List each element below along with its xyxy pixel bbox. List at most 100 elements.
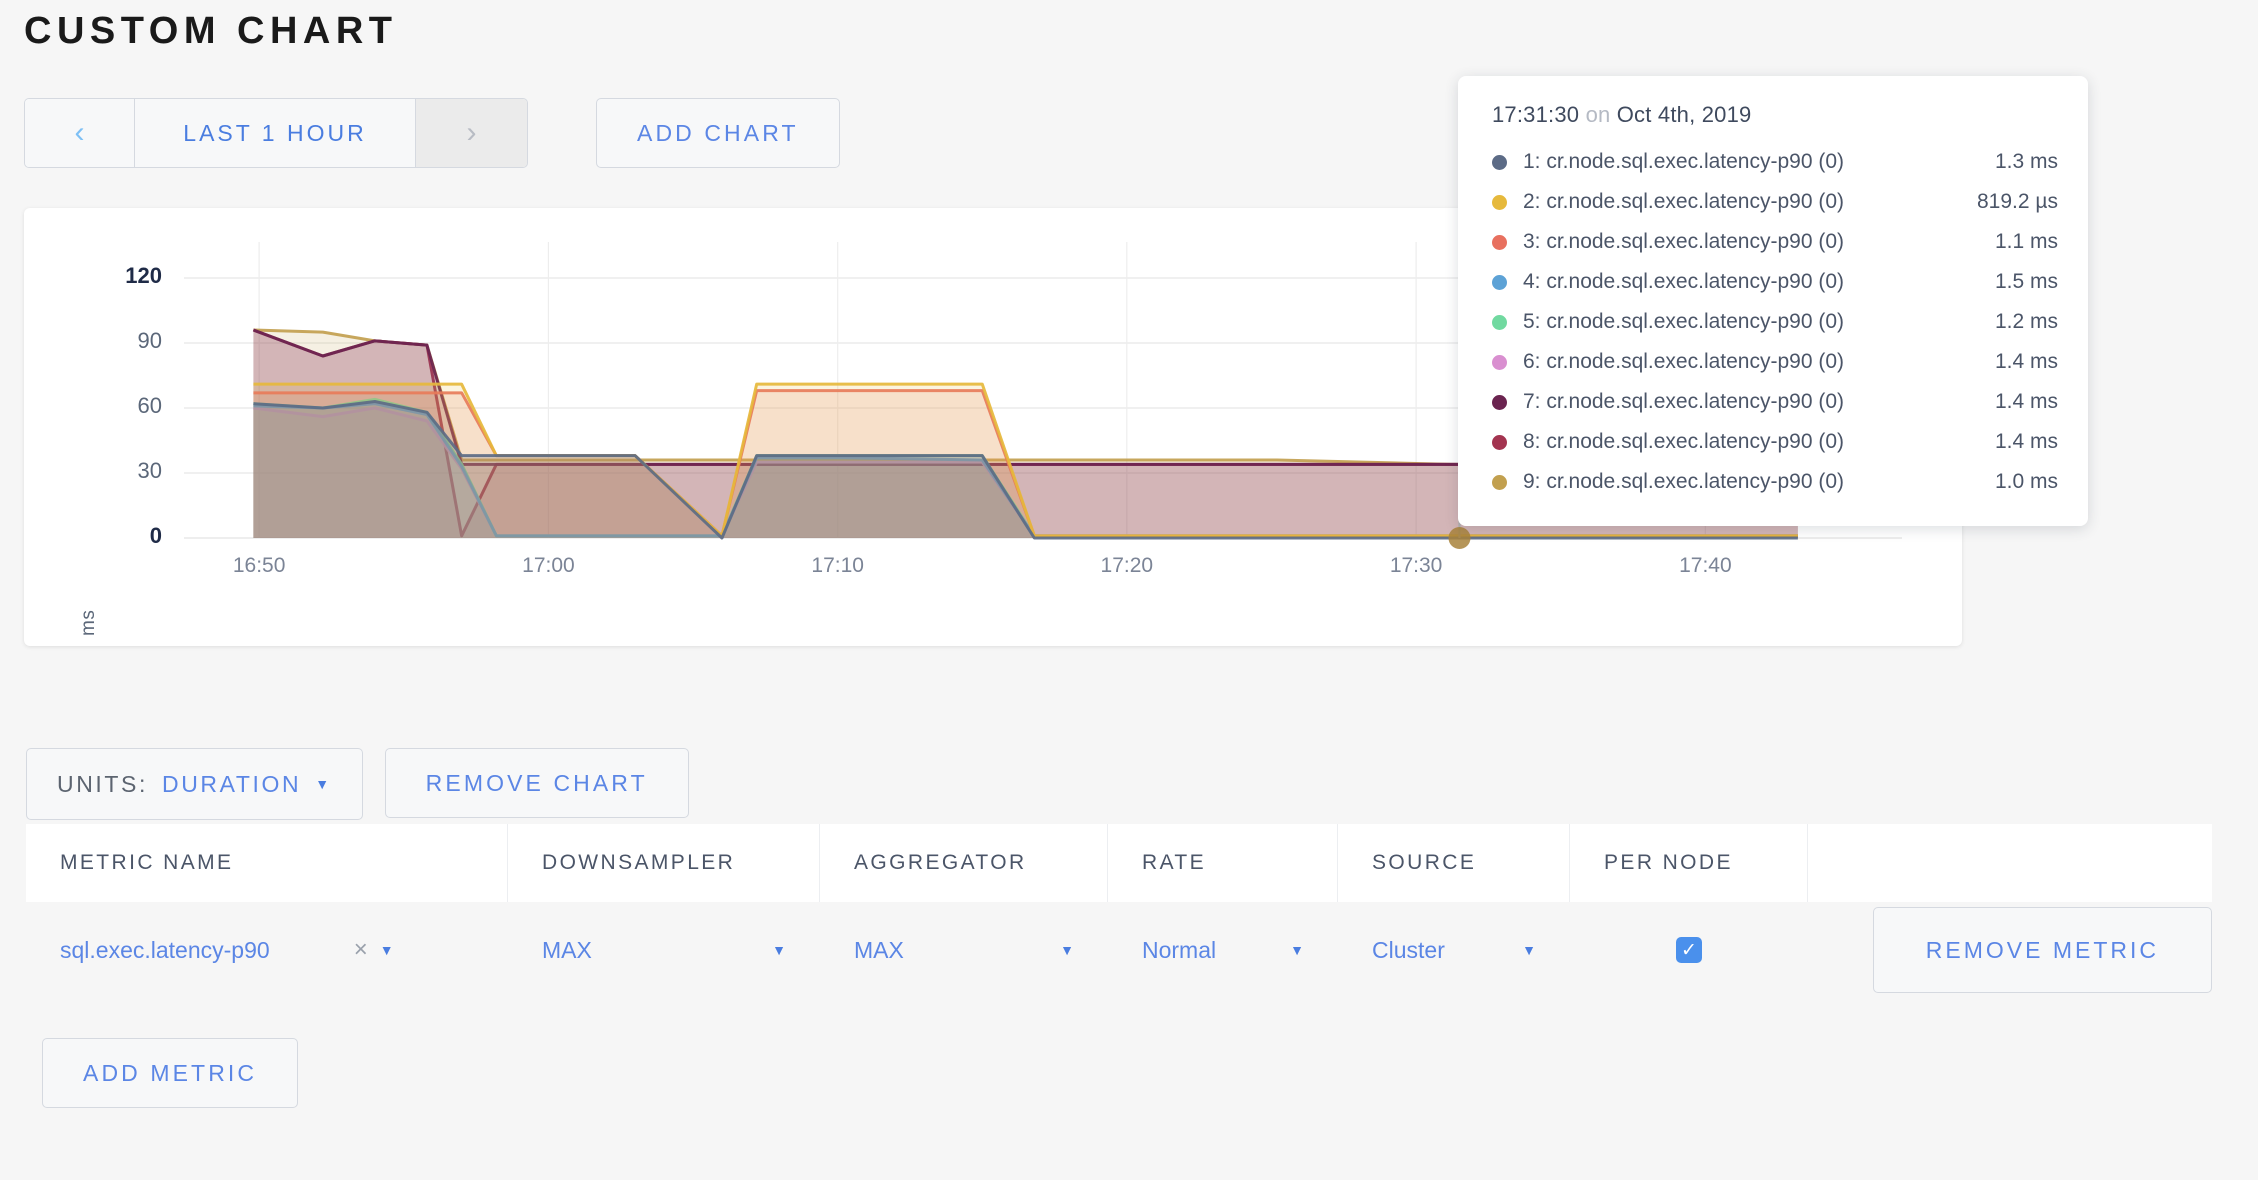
- units-label: UNITS:: [57, 770, 148, 797]
- y-axis-tick-label: 90: [137, 328, 162, 353]
- x-axis-tick-label: 17:10: [811, 554, 864, 577]
- x-axis-tick-label: 17:00: [522, 554, 575, 577]
- chevron-down-icon: ▼: [1060, 942, 1074, 958]
- aggregator-dropdown[interactable]: MAX ▼: [820, 937, 1108, 964]
- tooltip-rows: 1: cr.node.sql.exec.latency-p90 (0) 1.3 m…: [1492, 142, 2058, 502]
- chevron-down-icon: ▼: [772, 942, 786, 958]
- tooltip-date: Oct 4th, 2019: [1616, 102, 1752, 127]
- tooltip-series-name: 9: cr.node.sql.exec.latency-p90 (0): [1523, 470, 1845, 493]
- tooltip-series-value: 1.0 ms: [1994, 470, 2058, 493]
- per-node-checkbox[interactable]: ✓: [1676, 937, 1702, 963]
- source-dropdown-value: Cluster: [1372, 936, 1445, 963]
- y-axis-tick-label: 30: [137, 458, 162, 483]
- chevron-down-icon: ▼: [1522, 942, 1536, 958]
- metrics-table-body: sql.exec.latency-p90 × ▼ MAX ▼ MAX ▼ Normal ▼ Clu…: [26, 902, 2212, 998]
- aggregator-dropdown-value: MAX: [854, 936, 904, 963]
- clear-metric-icon[interactable]: ×: [353, 936, 368, 963]
- tooltip-series-name: 5: cr.node.sql.exec.latency-p90 (0): [1523, 310, 1845, 333]
- downsampler-dropdown-value: MAX: [542, 936, 592, 963]
- tooltip-row: 1: cr.node.sql.exec.latency-p90 (0) 1.3 m…: [1492, 142, 2058, 182]
- series-color-dot-icon: [1492, 154, 1507, 170]
- downsampler-dropdown[interactable]: MAX ▼: [508, 937, 820, 964]
- metrics-column-header: SOURCE: [1338, 824, 1570, 902]
- metrics-column-header: AGGREGATOR: [820, 824, 1108, 902]
- tooltip-row: 5: cr.node.sql.exec.latency-p90 (0) 1.2 m…: [1492, 302, 2058, 342]
- tooltip-series-value: 819.2 µs: [1977, 190, 2058, 213]
- tooltip-series-name: 3: cr.node.sql.exec.latency-p90 (0): [1523, 230, 1845, 253]
- tooltip-series-name: 2: cr.node.sql.exec.latency-p90 (0): [1523, 190, 1845, 213]
- chevron-left-icon[interactable]: ‹: [25, 99, 135, 167]
- chart-svg: [184, 242, 1902, 549]
- series-color-dot-icon: [1492, 234, 1507, 250]
- tooltip-row: 2: cr.node.sql.exec.latency-p90 (0) 819.2…: [1492, 182, 2058, 222]
- chevron-down-icon: ▼: [315, 776, 332, 792]
- tooltip-series-value: 1.3 ms: [1994, 150, 2058, 173]
- metrics-column-header: METRIC NAME: [26, 824, 508, 902]
- source-dropdown[interactable]: Cluster ▼: [1338, 937, 1570, 964]
- chevron-down-icon[interactable]: ▼: [379, 942, 394, 958]
- rate-dropdown[interactable]: Normal ▼: [1108, 937, 1338, 964]
- x-axis-tick-label: 17:30: [1389, 554, 1443, 577]
- tooltip-series-value: 1.4 ms: [1994, 350, 2058, 373]
- chart-plot[interactable]: [24, 208, 1962, 646]
- tooltip-series-value: 1.2 ms: [1994, 310, 2058, 333]
- y-axis-tick-label: 0: [149, 523, 162, 548]
- tooltip-series-name: 4: cr.node.sql.exec.latency-p90 (0): [1523, 270, 1845, 293]
- tooltip-series-name: 1: cr.node.sql.exec.latency-p90 (0): [1523, 150, 1845, 173]
- series-color-dot-icon: [1492, 434, 1507, 450]
- y-axis-title: ms: [78, 609, 99, 636]
- series-color-dot-icon: [1492, 194, 1507, 210]
- tooltip-row: 9: cr.node.sql.exec.latency-p90 (0) 1.0 m…: [1492, 462, 2058, 502]
- per-node-cell: ✓: [1570, 937, 1808, 963]
- metrics-column-header: RATE: [1108, 824, 1338, 902]
- chart-tooltip: 17:31:30 on Oct 4th, 2019 1: cr.node.sql…: [1458, 76, 2088, 526]
- chevron-right-icon[interactable]: ›: [415, 99, 527, 167]
- chart-controls: UNITS: DURATION ▼ REMOVE CHART: [26, 748, 689, 820]
- tooltip-row: 7: cr.node.sql.exec.latency-p90 (0) 1.4 m…: [1492, 382, 2058, 422]
- time-range-label[interactable]: LAST 1 HOUR: [135, 99, 415, 167]
- units-dropdown[interactable]: UNITS: DURATION ▼: [26, 748, 363, 820]
- remove-metric-button[interactable]: REMOVE METRIC: [1872, 907, 2212, 993]
- tooltip-series-name: 6: cr.node.sql.exec.latency-p90 (0): [1523, 350, 1845, 373]
- metric-name-value: sql.exec.latency-p90: [60, 936, 270, 963]
- tooltip-row: 8: cr.node.sql.exec.latency-p90 (0) 1.4 m…: [1492, 422, 2058, 462]
- tooltip-series-value: 1.5 ms: [1994, 270, 2058, 293]
- series-color-dot-icon: [1492, 474, 1507, 490]
- series-color-dot-icon: [1492, 274, 1507, 290]
- tooltip-series-name: 7: cr.node.sql.exec.latency-p90 (0): [1523, 390, 1845, 413]
- x-axis-tick-label: 16:50: [232, 554, 286, 577]
- tooltip-row: 3: cr.node.sql.exec.latency-p90 (0) 1.1 m…: [1492, 222, 2058, 262]
- remove-chart-button[interactable]: REMOVE CHART: [384, 748, 689, 818]
- rate-dropdown-value: Normal: [1142, 936, 1217, 963]
- metrics-table: METRIC NAME DOWNSAMPLER AGGREGATOR RATE SOUR…: [26, 824, 2212, 998]
- series-color-dot-icon: [1492, 354, 1507, 370]
- tooltip-row: 6: cr.node.sql.exec.latency-p90 (0) 1.4 m…: [1492, 342, 2058, 382]
- tooltip-timestamp: 17:31:30 on Oct 4th, 2019: [1492, 102, 2058, 128]
- metric-name-cell[interactable]: sql.exec.latency-p90 × ▼: [26, 936, 508, 964]
- remove-metric-cell: REMOVE METRIC: [1808, 907, 2212, 993]
- x-axis-tick-label: 17:40: [1679, 554, 1732, 577]
- metrics-column-header: DOWNSAMPLER: [508, 824, 820, 902]
- add-metric-button[interactable]: ADD METRIC: [42, 1038, 299, 1108]
- metrics-table-header: METRIC NAME DOWNSAMPLER AGGREGATOR RATE SOUR…: [26, 824, 2212, 902]
- tooltip-row: 4: cr.node.sql.exec.latency-p90 (0) 1.5 m…: [1492, 262, 2058, 302]
- x-axis-tick-label: 17:20: [1100, 554, 1154, 577]
- tooltip-series-value: 1.4 ms: [1994, 430, 2058, 453]
- units-value: DURATION: [162, 770, 302, 797]
- chevron-down-icon: ▼: [1290, 942, 1304, 958]
- tooltip-series-value: 1.1 ms: [1994, 230, 2058, 253]
- add-chart-button[interactable]: ADD CHART: [596, 98, 840, 168]
- tooltip-on-word: on: [1585, 102, 1611, 127]
- page-title: CUSTOM CHART: [24, 10, 398, 52]
- series-color-dot-icon: [1492, 394, 1507, 410]
- tooltip-series-value: 1.4 ms: [1994, 390, 2058, 413]
- y-axis-tick-label: 60: [137, 393, 162, 418]
- toolbar: ‹ LAST 1 HOUR › ADD CHART: [24, 98, 840, 168]
- metrics-column-header: [1808, 824, 2212, 902]
- series-color-dot-icon: [1492, 314, 1507, 330]
- metrics-column-header: PER NODE: [1570, 824, 1808, 902]
- tooltip-series-name: 8: cr.node.sql.exec.latency-p90 (0): [1523, 430, 1845, 453]
- tooltip-time: 17:31:30: [1492, 102, 1580, 127]
- table-row: sql.exec.latency-p90 × ▼ MAX ▼ MAX ▼ Normal ▼ Clu…: [26, 902, 2212, 998]
